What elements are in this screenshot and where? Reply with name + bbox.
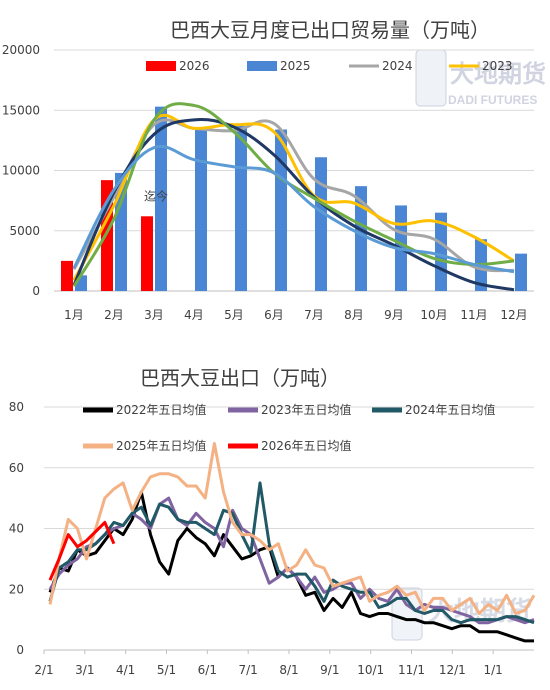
c1-xtick-label: 9月 xyxy=(384,308,404,322)
c1-line-4 xyxy=(72,144,515,274)
c1-ytick-label: 10000 xyxy=(2,164,40,178)
c2-xtick-label: 4/1 xyxy=(116,663,135,677)
c1-legend-swatch-2025 xyxy=(247,61,277,71)
c2-ytick-label: 80 xyxy=(9,400,24,414)
c2-ytick-label: 40 xyxy=(9,522,24,536)
chart1-title: 巴西大豆月度已出口贸易量（万吨） xyxy=(170,18,490,42)
c2-xtick-label: 12/1 xyxy=(439,663,466,677)
watermark-top xyxy=(415,49,447,107)
c1-legend-label-2026: 2026 xyxy=(179,59,210,73)
c2-xtick-label: 10/1 xyxy=(357,663,384,677)
c2-legend-label-2: 2024年五日均值 xyxy=(405,402,496,417)
c1-xtick-label: 1月 xyxy=(64,308,84,322)
c1-xtick-label: 12月 xyxy=(500,308,527,322)
c1-bar-2026 xyxy=(61,260,73,291)
c1-xtick-label: 5月 xyxy=(224,308,244,322)
c2-ytick-label: 20 xyxy=(9,582,24,596)
c2-xtick-label: 3/1 xyxy=(75,663,94,677)
c2-line-4 xyxy=(48,520,116,581)
c1-xtick-label: 7月 xyxy=(304,308,324,322)
c2-line-3 xyxy=(48,442,536,615)
c1-line-2023 xyxy=(72,113,515,281)
c2-legend-label-3: 2025年五日均值 xyxy=(116,438,207,453)
c2-ytick-label: 60 xyxy=(9,461,24,475)
c1-line-3 xyxy=(72,102,515,287)
c1-xtick-label: 10月 xyxy=(420,308,447,322)
c2-xtick-label: 1/1 xyxy=(484,663,503,677)
c2-xtick-label: 2/1 xyxy=(34,663,53,677)
c1-bar-2025 xyxy=(315,157,327,291)
c2-xtick-label: 7/1 xyxy=(239,663,258,677)
c1-bar-2025 xyxy=(195,129,207,291)
c1-bar-2026 xyxy=(141,216,153,291)
c1-xtick-label: 11月 xyxy=(460,308,487,322)
c2-xtick-label: 11/1 xyxy=(398,663,425,677)
watermark-brand-en: DADI FUTURES xyxy=(448,93,537,107)
c2-xtick-label: 8/1 xyxy=(279,663,298,677)
c1-bar-2025 xyxy=(235,125,247,291)
c1-bar-2025 xyxy=(275,129,287,291)
c1-legend-label-2025: 2025 xyxy=(280,59,311,73)
c1-xtick-label: 2月 xyxy=(104,308,124,322)
c2-legend-label-1: 2023年五日均值 xyxy=(261,402,352,417)
c2-line-2 xyxy=(48,481,535,625)
c2-legend-label-4: 2026年五日均值 xyxy=(261,438,352,453)
c1-bar-2025 xyxy=(155,106,167,291)
c1-annotation-label: 迄今 xyxy=(144,189,168,204)
c1-bar-2025 xyxy=(115,172,127,291)
c1-xtick-label: 6月 xyxy=(264,308,284,322)
c1-legend-label-2023: 2023 xyxy=(482,59,513,73)
c1-ytick-label: 20000 xyxy=(2,43,40,57)
c1-bar-2025 xyxy=(515,253,527,291)
c2-ytick-label: 0 xyxy=(16,643,24,657)
c1-bar-2025 xyxy=(355,186,367,291)
c2-xtick-label: 9/1 xyxy=(320,663,339,677)
c2-legend-label-0: 2022年五日均值 xyxy=(116,402,207,417)
c1-ytick-label: 0 xyxy=(32,284,40,298)
chart2-title: 巴西大豆出口（万吨） xyxy=(140,366,340,390)
c1-legend-label-2024: 2024 xyxy=(382,59,413,73)
c1-ytick-label: 5000 xyxy=(9,224,40,238)
c1-xtick-label: 8月 xyxy=(344,308,364,322)
c1-xtick-label: 3月 xyxy=(144,308,164,322)
watermark-logo-icon xyxy=(415,49,447,107)
c1-ytick-label: 15000 xyxy=(2,103,40,117)
c2-xtick-label: 5/1 xyxy=(157,663,176,677)
c2-xtick-label: 6/1 xyxy=(198,663,217,677)
c1-line-2 xyxy=(72,118,515,292)
c1-xtick-label: 4月 xyxy=(184,308,204,322)
c1-legend-swatch-2026 xyxy=(146,61,176,71)
